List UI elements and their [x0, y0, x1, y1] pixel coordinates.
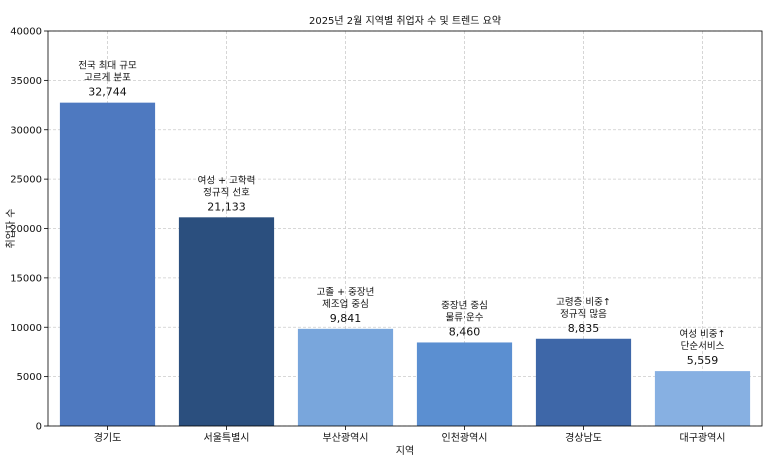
plot-frame [47, 30, 763, 427]
x-tick-label: 인천광역시 [442, 432, 488, 444]
y-tick-label: 20000 [10, 224, 42, 235]
x-tick-label: 부산광역시 [323, 432, 369, 444]
value-label: 8,835 [568, 322, 600, 335]
value-label: 8,460 [449, 325, 481, 338]
value-label: 5,559 [687, 354, 719, 367]
x-tick-label: 서울특별시 [204, 432, 250, 444]
bar [654, 371, 751, 426]
bar-note-line: 고졸 + 중장년 [317, 287, 375, 298]
y-tick-label: 30000 [10, 125, 42, 136]
y-tick-label: 15000 [10, 273, 42, 284]
value-label: 9,841 [330, 312, 362, 325]
bar-note-line: 정규직 많음 [560, 309, 607, 320]
bar [178, 217, 275, 426]
bar [59, 102, 156, 426]
bar-note-line: 전국 최대 규모 [78, 61, 137, 72]
bar-note-line: 고르게 분포 [84, 73, 131, 84]
bar [535, 338, 632, 426]
bar-note-line: 제조업 중심 [322, 298, 369, 310]
bar [416, 342, 513, 426]
x-axis-title: 지역 [396, 445, 414, 457]
bar-note-line: 고령층 비중↑ [556, 296, 611, 308]
y-tick-label: 10000 [10, 323, 42, 334]
bar-note-line: 정규직 선호 [203, 187, 250, 198]
y-axis-title: 취업자 수 [4, 209, 17, 249]
bar-note-line: 단순서비스 [681, 341, 725, 352]
y-tick-label: 0 [36, 422, 42, 433]
bars [59, 102, 751, 426]
bar-note-line: 여성 + 고학력 [198, 174, 256, 186]
chart-title: 2025년 2월 지역별 취업자 수 및 트렌드 요약 [309, 14, 501, 27]
value-label: 21,133 [207, 200, 246, 213]
y-tick-label: 25000 [10, 175, 42, 186]
x-tick-label: 경기도 [94, 431, 122, 444]
y-tick-label: 40000 [10, 27, 42, 38]
x-tick-label: 경상남도 [565, 431, 602, 444]
x-tick-label: 대구광역시 [680, 432, 726, 444]
x-axis-ticks: 경기도 서울특별시 부산광역시 인천광역시 경상남도 대구광역시 [94, 426, 726, 444]
y-tick-label: 35000 [10, 76, 42, 87]
y-tick-label: 5000 [17, 372, 42, 383]
y-axis-ticks: 0 5000 10000 15000 20000 25000 30000 35000 40000 [10, 27, 48, 433]
bar-note-line: 여성 비중↑ [680, 328, 726, 340]
bar [297, 328, 394, 426]
bar-note-line: 물류·운수 [446, 312, 484, 323]
bar-note-line: 중장년 중심 [441, 300, 488, 311]
value-label: 32,744 [88, 86, 127, 99]
